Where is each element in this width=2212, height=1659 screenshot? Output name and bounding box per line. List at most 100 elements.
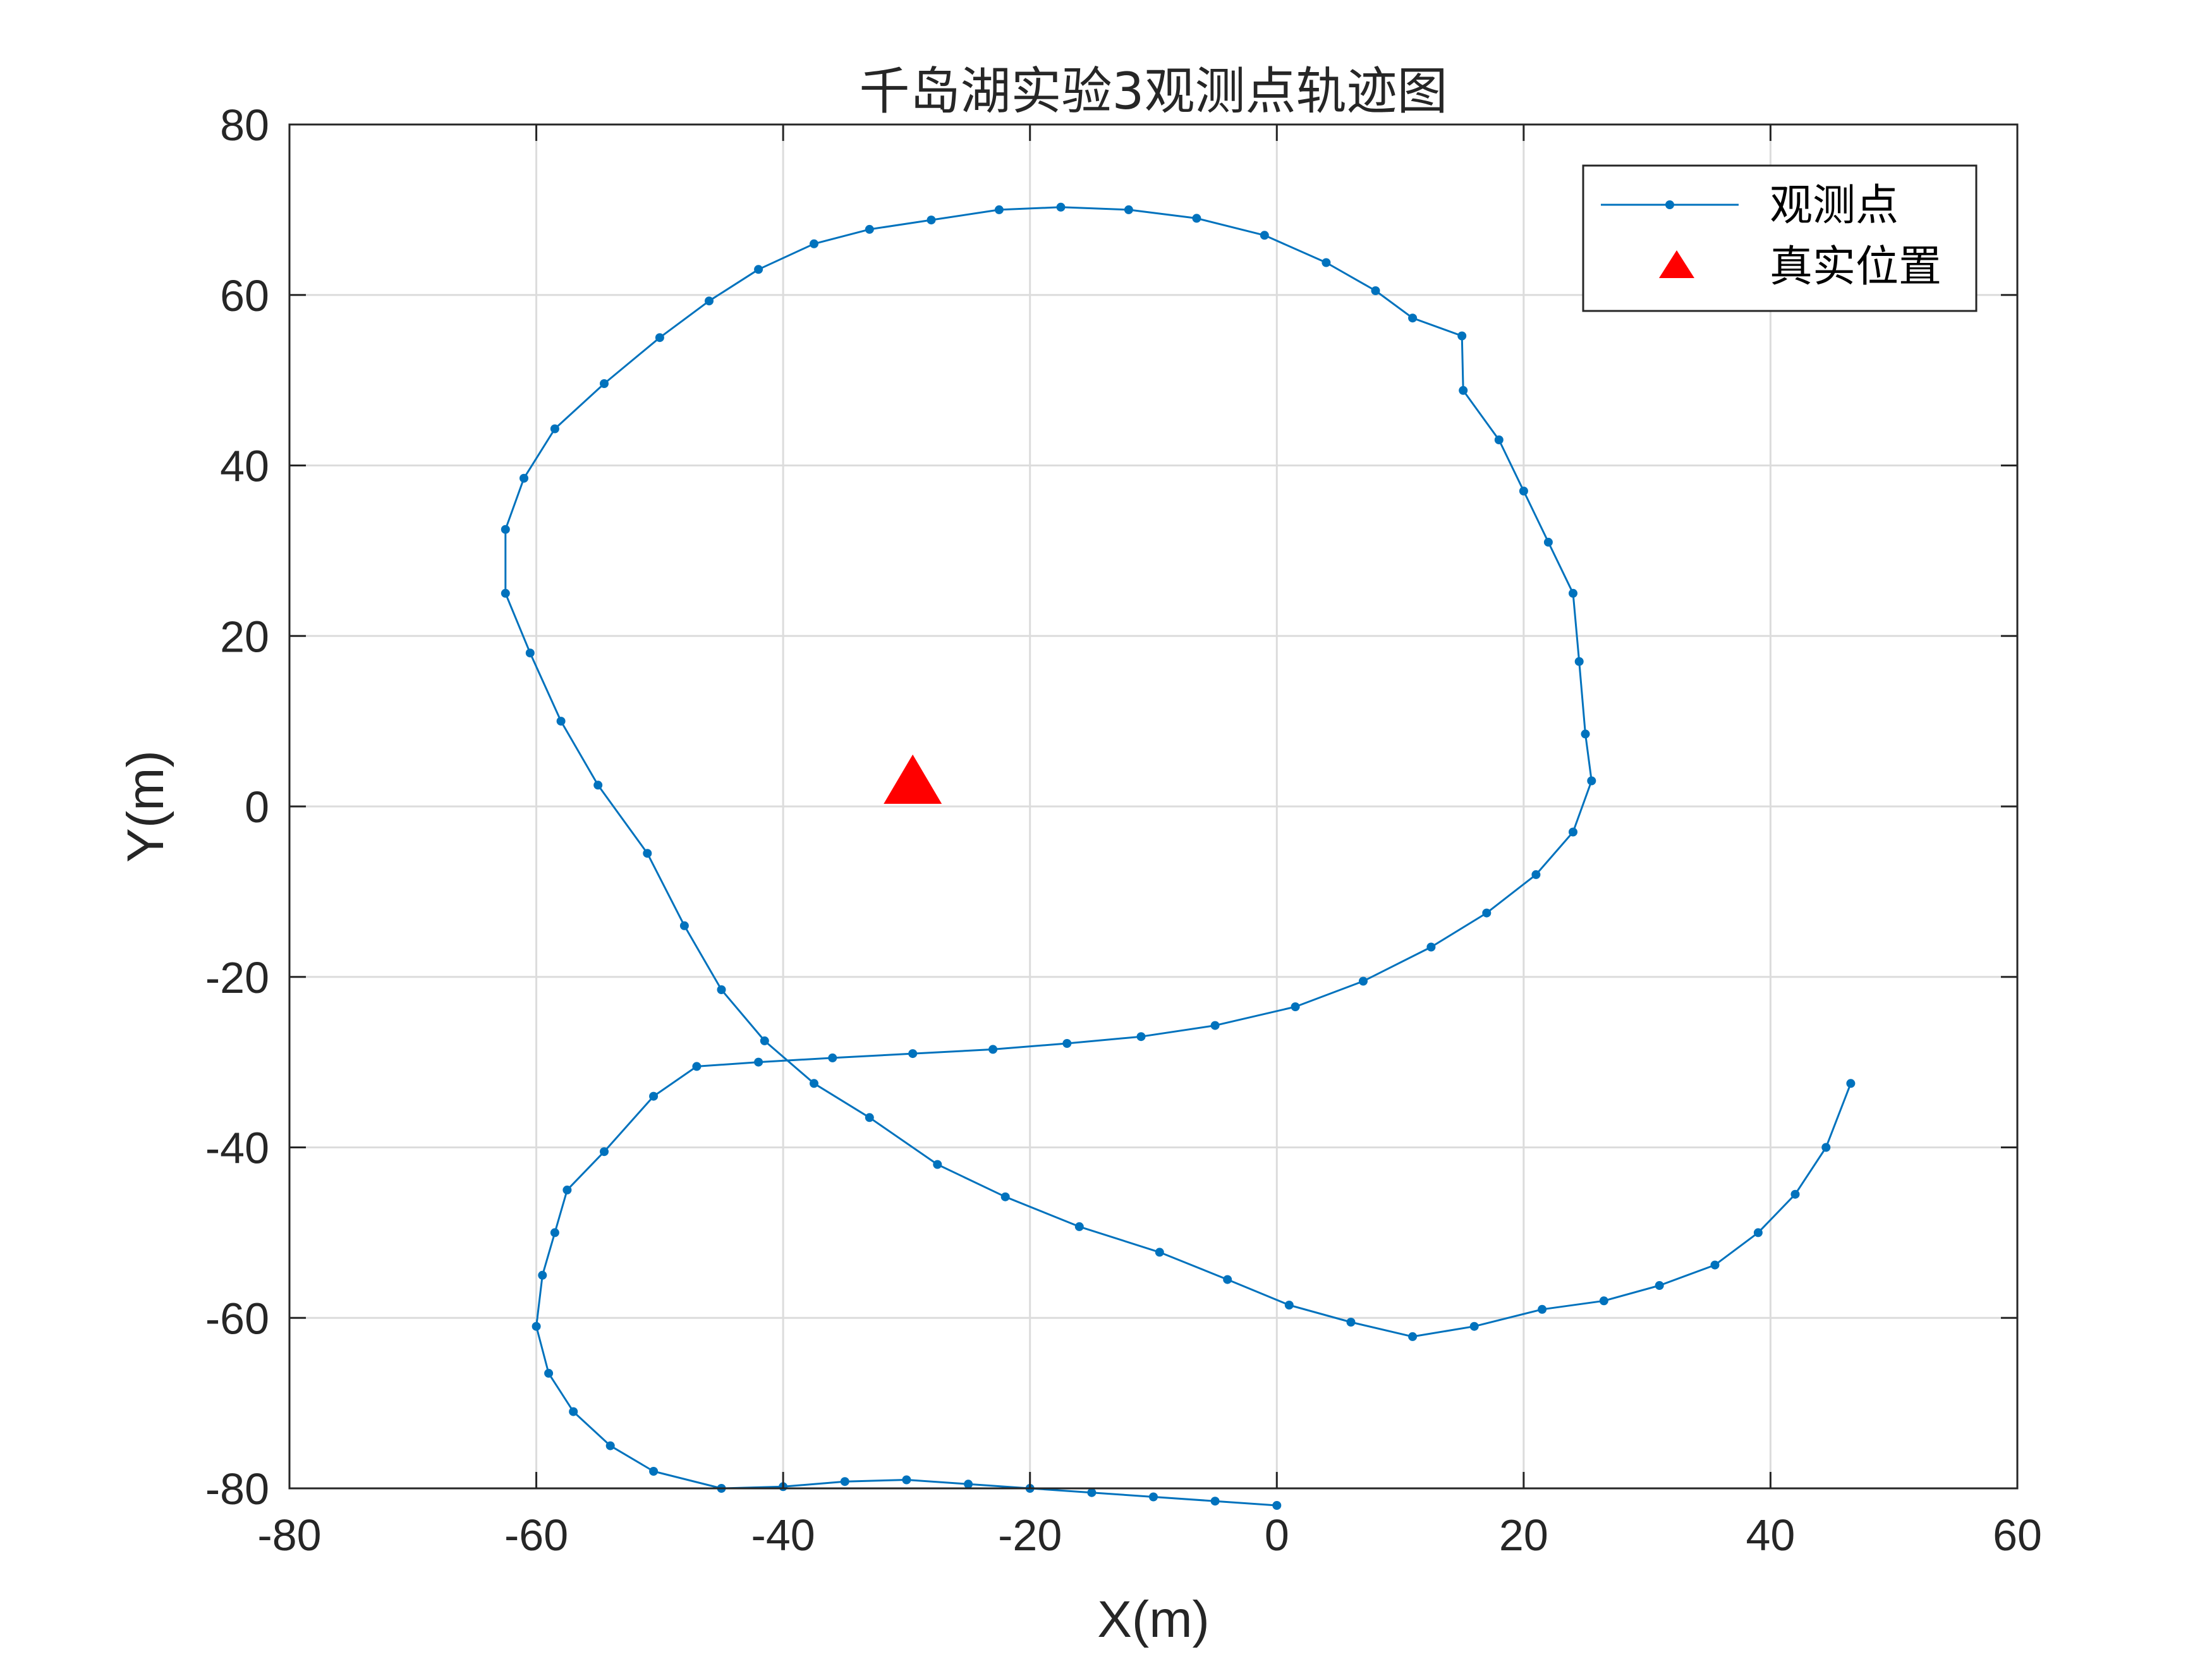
observation-point	[933, 1160, 942, 1169]
observation-point	[1056, 202, 1066, 212]
observation-point	[600, 379, 609, 388]
observation-point	[988, 1045, 998, 1054]
y-tick-label: -20	[205, 953, 269, 1002]
observation-point	[865, 1113, 874, 1122]
y-tick-label: -40	[205, 1124, 269, 1173]
legend-dot-swatch	[1665, 200, 1674, 209]
observation-point	[760, 1036, 769, 1045]
observation-point	[1790, 1189, 1800, 1199]
observation-point	[1569, 588, 1577, 598]
y-tick-label: -80	[205, 1464, 269, 1514]
ticks: -80 -60 -40 -20 0 20 40 60 -80 -60 -40 -20 0 20 40 60 80	[205, 100, 2042, 1560]
observation-point	[1459, 386, 1468, 395]
observation-point	[810, 239, 818, 248]
legend-box	[1582, 164, 1978, 312]
observation-point	[705, 296, 714, 306]
y-tick-label: 80	[220, 100, 269, 150]
observation-point	[538, 1270, 547, 1280]
x-tick-label: 0	[1265, 1510, 1289, 1560]
observation-point	[1599, 1296, 1608, 1306]
observation-point	[840, 1477, 849, 1486]
series-layer	[501, 202, 1856, 1510]
x-tick-label: -80	[257, 1510, 321, 1560]
legend-triangle-swatch	[1659, 250, 1694, 278]
observation-point	[1000, 1192, 1010, 1201]
observation-point	[679, 921, 689, 930]
observation-point	[1074, 1222, 1084, 1231]
x-tick-label: 60	[1993, 1510, 2042, 1560]
observation-point	[1284, 1301, 1294, 1310]
observation-point	[1359, 976, 1368, 986]
observation-point	[556, 717, 566, 726]
y-tick-label: 20	[220, 612, 269, 661]
observation-point	[1569, 827, 1577, 837]
observation-point	[1155, 1248, 1164, 1257]
observation-point	[994, 205, 1004, 214]
observation-point	[593, 781, 603, 790]
observation-point	[655, 333, 664, 343]
observation-point	[501, 525, 510, 534]
grid	[289, 125, 2017, 1488]
observation-point	[754, 1057, 763, 1067]
y-tick-label: 0	[245, 782, 269, 832]
observation-point	[717, 985, 726, 994]
legend-label-true-position: 真实位置	[1770, 242, 1942, 292]
observation-point	[1543, 537, 1553, 547]
observation-point	[1408, 313, 1418, 323]
observation-point	[1519, 487, 1528, 495]
observation-point	[1753, 1228, 1763, 1237]
observation-point	[1581, 729, 1590, 739]
observation-point	[520, 473, 528, 483]
true-position-marker	[884, 754, 942, 804]
observation-point	[550, 1228, 559, 1237]
observation-point	[692, 1062, 702, 1071]
observation-point	[828, 1053, 837, 1062]
observation-point	[1655, 1281, 1664, 1290]
observation-point	[532, 1322, 541, 1331]
observation-point	[1346, 1318, 1356, 1327]
observation-point	[1457, 331, 1467, 341]
observation-point	[1210, 1021, 1220, 1030]
observation-point	[1408, 1332, 1418, 1341]
observation-trajectory-line	[504, 206, 1852, 1507]
observation-point	[1538, 1304, 1547, 1314]
observation-point	[754, 265, 763, 274]
x-axis-label: X(m)	[1097, 1591, 1210, 1648]
x-tick-label: 40	[1746, 1510, 1795, 1560]
observation-point	[1482, 908, 1492, 918]
observation-point	[649, 1091, 659, 1101]
y-tick-label: -60	[205, 1294, 269, 1343]
x-tick-label: -60	[504, 1510, 568, 1560]
observation-point	[1136, 1032, 1146, 1042]
observation-point	[1322, 258, 1331, 267]
observation-point	[1062, 1039, 1072, 1048]
observation-point	[1272, 1501, 1282, 1510]
observation-point	[544, 1368, 554, 1378]
legend: 观测点 真实位置	[1582, 164, 1978, 312]
observation-point	[1574, 657, 1584, 666]
x-tick-label: 20	[1499, 1510, 1548, 1560]
chart-title: 千岛湖实验3观测点轨迹图	[860, 62, 1448, 121]
observation-point	[1426, 942, 1436, 952]
observation-point	[1846, 1079, 1856, 1088]
observation-point	[927, 216, 936, 225]
observation-point	[1821, 1143, 1831, 1152]
x-tick-label: -40	[751, 1510, 815, 1560]
observation-point	[1531, 870, 1541, 879]
observation-point	[908, 1049, 918, 1059]
y-tick-label: 40	[220, 442, 269, 491]
observation-point	[600, 1147, 609, 1157]
observation-point	[1494, 435, 1504, 444]
observation-point	[1192, 214, 1201, 223]
observation-point	[643, 849, 652, 858]
observation-point	[550, 424, 559, 434]
observation-point	[865, 224, 874, 234]
observation-point	[1223, 1275, 1232, 1284]
observation-point	[1149, 1492, 1158, 1502]
observation-point	[902, 1475, 911, 1485]
observation-point	[1291, 1002, 1300, 1011]
observation-point	[1469, 1322, 1479, 1331]
observation-point	[810, 1079, 818, 1088]
